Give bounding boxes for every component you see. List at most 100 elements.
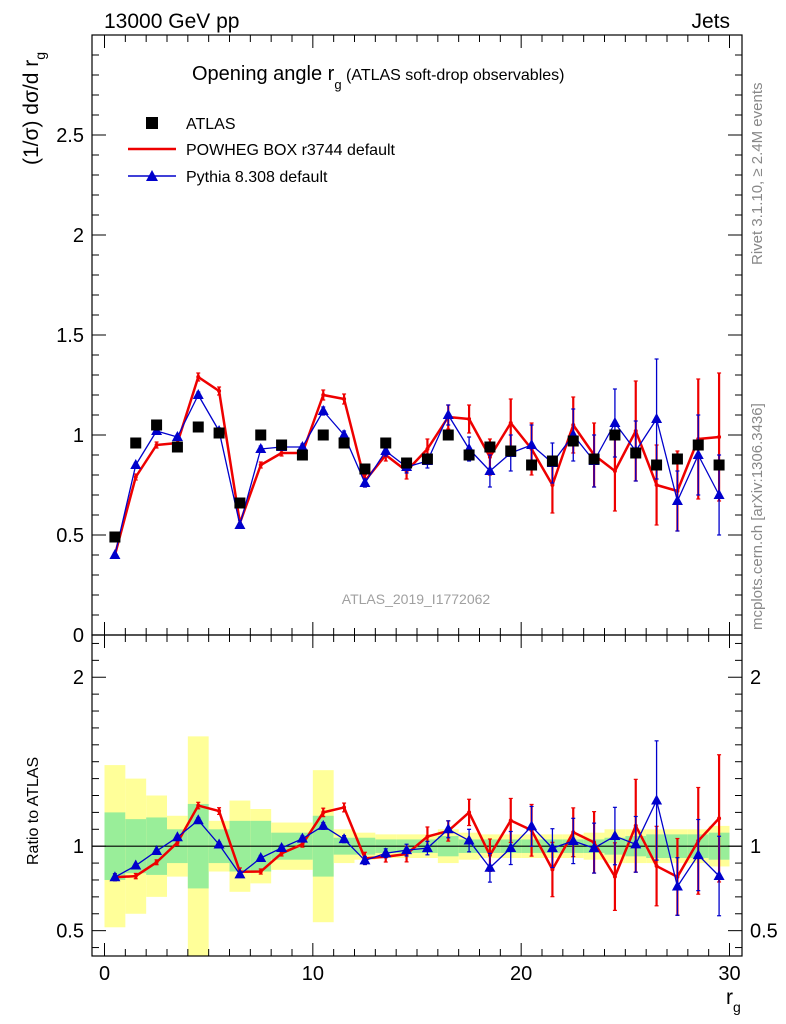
powheg-point [258,463,263,467]
pythia-ratio-point [296,832,308,843]
powheg-ratio-point [175,840,180,845]
x-tick-label: 10 [302,963,324,985]
powheg-point [196,375,201,379]
pythia-point [609,417,621,427]
atlas-point [130,437,142,449]
powheg-ratio-point [258,869,263,874]
rivet-label: Rivet 3.1.10, ≥ 2.4M events [749,83,766,266]
pythia-ratio-point [442,823,454,834]
atlas-point [109,531,121,543]
atlas-point [671,453,683,465]
ratio-tick-label-right: 1 [750,836,761,858]
atlas-point [713,459,725,471]
pythia-point [671,495,683,505]
powheg-point [321,393,326,397]
pythia-point [380,445,392,455]
ratio-tick-label-left: 2 [73,667,84,689]
pythia-ratio-point [213,838,225,849]
legend-marker-atlas [146,117,158,129]
pythia-ratio-point [130,859,142,870]
atlas-point [296,449,308,461]
atlas-point [192,421,204,433]
powheg-point [508,421,513,425]
atlas-point [651,459,663,471]
y-tick-label: 0 [73,625,84,647]
powheg-ratio-point [654,864,659,869]
powheg-ratio-point [467,810,472,815]
x-tick-label: 30 [718,963,740,985]
atlas-point [255,429,267,441]
chart-title: Opening angle rg (ATLAS soft-drop observ… [192,63,564,92]
atlas-point [567,435,579,447]
atlas-point [317,429,329,441]
pythia-point [692,449,704,459]
atlas-point [630,447,642,459]
atlas-point [380,437,392,449]
powheg-point [425,447,430,451]
pythia-ratio-point [192,814,204,825]
powheg-ratio-point [550,867,555,872]
powheg-point [717,435,722,439]
ratio-tick-label-right: 2 [750,667,761,689]
pythia-ratio-point [401,844,413,855]
atlas-point [526,459,538,471]
atlas-point [338,437,350,449]
atlas-point [213,427,225,439]
atlas-point [505,445,517,457]
pythia-ratio-point [338,833,350,844]
x-axis-label-sub: g [733,999,741,1015]
pythia-point [651,413,663,423]
powheg-ratio-point [508,818,513,823]
ratio-tick-label-left: 1 [73,836,84,858]
axis-ticks: 0 10 20 30 0 0.5 1 1.5 2 2.5 0.5 0.5 1 1 2 2 [56,34,778,985]
mcplots-label: mcplots.cern.ch [arXiv:1306.3436] [749,403,766,630]
pythia-ratio-point [317,819,329,830]
powheg-ratio-point [196,803,201,808]
pythia-point [526,439,538,449]
atlas-point [463,449,475,461]
powheg-point [217,389,222,393]
pythia-ratio-point [276,841,288,852]
y-tick-label: 1 [73,425,84,447]
pythia-point [171,431,183,441]
pythia-ratio-point [567,834,579,845]
atlas-point [484,441,496,453]
chart-title-main: Opening angle r [192,63,335,85]
powheg-ratio-point [300,842,305,847]
pythia-ratio-point [359,854,371,865]
x-axis-label: rg [726,986,741,1015]
pythia-ratio-point [526,820,538,831]
pythia-point [255,443,267,453]
ratio-tick-label-right: 0.5 [750,921,778,943]
pythia-ratio-point [484,861,496,872]
main-plot [109,358,725,559]
pythia-ratio-point [692,849,704,860]
analysis-label: ATLAS_2019_I1772062 [342,591,491,607]
x-tick-label: 0 [99,963,110,985]
pythia-point [109,549,121,559]
powheg-point [279,451,284,455]
pythia-ratio-point [109,871,121,882]
powheg-ratio-point [133,874,138,879]
pythia-ratio-point [421,842,433,853]
pythia-point [338,429,350,439]
atlas-point [276,439,288,451]
pythia-point [192,389,204,399]
x-axis-label-main: r [726,986,733,1009]
powheg-ratio-point [612,874,617,879]
pythia-ratio-point [609,830,621,841]
atlas-point [401,457,413,469]
atlas-point [546,455,558,467]
powheg-point [342,397,347,401]
powheg-ratio-point [321,810,326,815]
y-axis-label-main: (1/σ) dσ/d r [20,60,43,165]
pythia-point [713,489,725,499]
pythia-ratio-point [651,794,663,805]
pythia-ratio-point [151,845,163,856]
y-tick-label: 2 [73,225,84,247]
pythia-ratio-point [671,880,683,891]
pythia-ratio-point [588,842,600,853]
pythia-point [317,405,329,415]
legend-marker-pythia [146,170,158,181]
